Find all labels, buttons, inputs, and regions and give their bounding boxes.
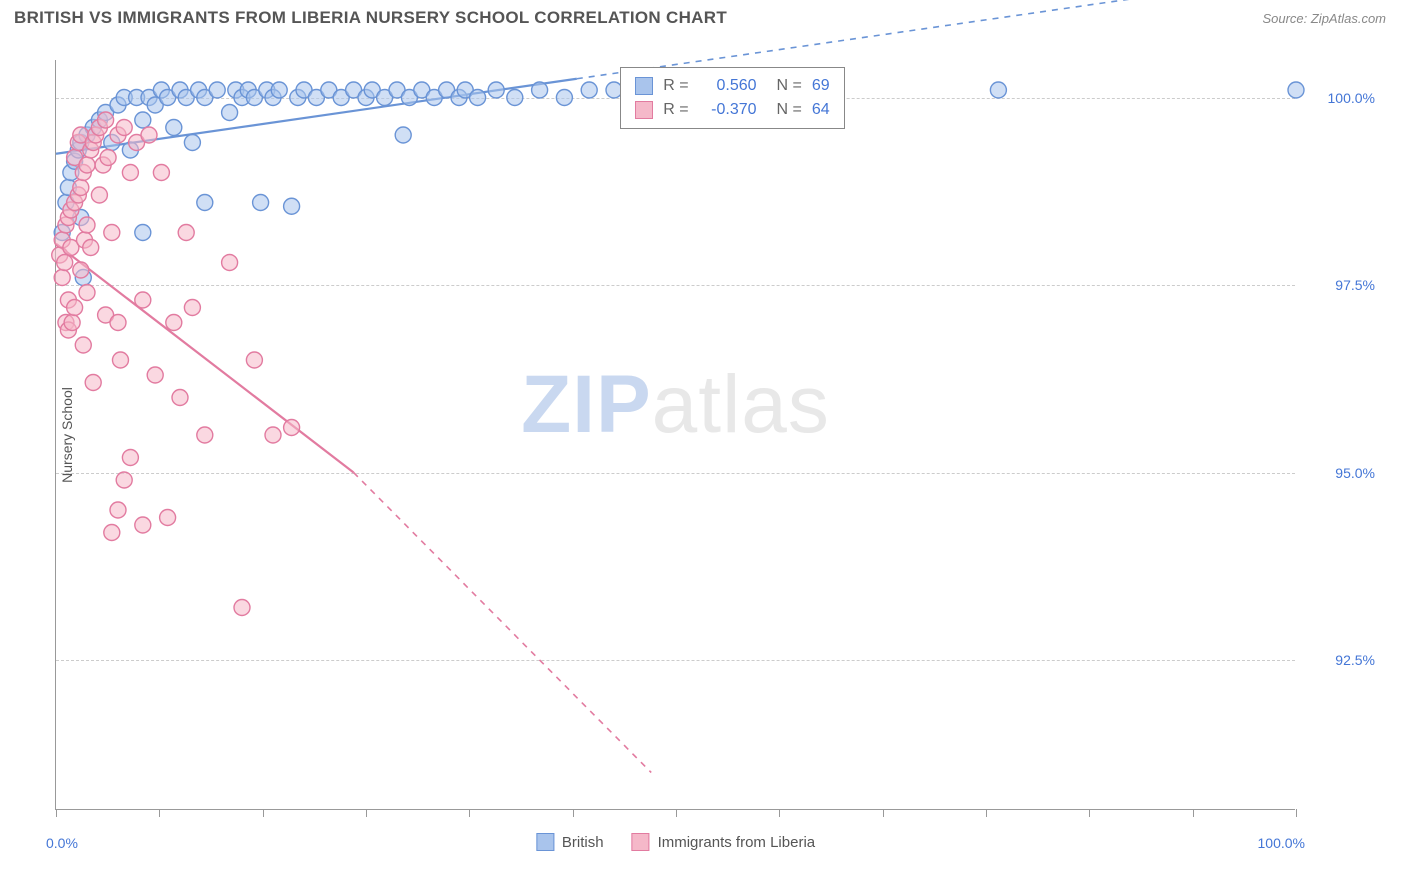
correlation-legend: R = 0.560 N = 69 R = -0.370 N = 64 <box>620 67 844 129</box>
legend-swatch <box>536 833 554 851</box>
legend-item: British <box>536 833 604 851</box>
legend-swatch <box>632 833 650 851</box>
r-label: R = <box>663 101 688 119</box>
y-tick-label: 95.0% <box>1335 465 1375 481</box>
legend-label: Immigrants from Liberia <box>658 834 816 851</box>
legend-row: R = -0.370 N = 64 <box>635 98 829 122</box>
legend-swatch <box>635 101 653 119</box>
legend-row: R = 0.560 N = 69 <box>635 74 829 98</box>
legend-swatch <box>635 77 653 95</box>
legend-label: British <box>562 834 604 851</box>
source-attribution: Source: ZipAtlas.com <box>1262 11 1386 26</box>
x-tick <box>676 809 677 817</box>
chart-title: BRITISH VS IMMIGRANTS FROM LIBERIA NURSE… <box>14 8 727 28</box>
scatter-svg <box>56 60 1295 809</box>
n-value: 64 <box>812 101 830 119</box>
x-tick <box>56 809 57 817</box>
r-value: 0.560 <box>699 77 757 95</box>
x-tick <box>159 809 160 817</box>
x-tick <box>573 809 574 817</box>
n-label: N = <box>777 101 802 119</box>
chart-plot-area: Nursery School 92.5%95.0%97.5%100.0% 0.0… <box>55 60 1295 810</box>
x-tick <box>883 809 884 817</box>
header: BRITISH VS IMMIGRANTS FROM LIBERIA NURSE… <box>0 0 1406 32</box>
x-axis-min-label: 0.0% <box>46 835 78 851</box>
y-tick-label: 97.5% <box>1335 277 1375 293</box>
x-tick <box>1089 809 1090 817</box>
x-tick <box>986 809 987 817</box>
x-tick <box>366 809 367 817</box>
series-legend: British Immigrants from Liberia <box>536 833 815 851</box>
x-tick <box>779 809 780 817</box>
x-axis-max-label: 100.0% <box>1258 835 1305 851</box>
legend-item: Immigrants from Liberia <box>632 833 816 851</box>
r-value: -0.370 <box>699 101 757 119</box>
x-tick <box>1296 809 1297 817</box>
y-tick-label: 100.0% <box>1328 90 1375 106</box>
x-tick <box>469 809 470 817</box>
x-tick <box>1193 809 1194 817</box>
n-value: 69 <box>812 77 830 95</box>
y-tick-label: 92.5% <box>1335 652 1375 668</box>
n-label: N = <box>777 77 802 95</box>
r-label: R = <box>663 77 688 95</box>
x-tick <box>263 809 264 817</box>
